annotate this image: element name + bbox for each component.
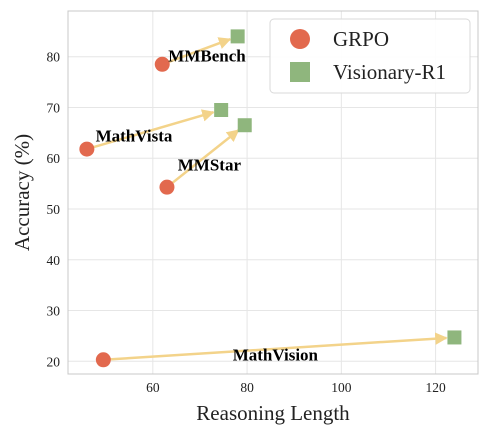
x-axis-title: Reasoning Length [196, 401, 350, 425]
label-mathvision: MathVision [233, 346, 319, 365]
y-tick-label-80: 80 [47, 50, 61, 65]
visionary-point-mathvista [214, 103, 229, 117]
x-tick-label-120: 120 [425, 380, 446, 395]
y-tick-label-30: 30 [47, 304, 61, 319]
data-markers [79, 29, 462, 368]
benchmark-labels: MMBench MathVista MMStar MathVision [96, 47, 319, 365]
x-tick-label-80: 80 [240, 380, 254, 395]
y-axis-title: Accuracy (%) [10, 134, 34, 251]
x-tick-label-60: 60 [146, 380, 160, 395]
grpo-point-mmbench [154, 56, 170, 72]
legend-marker-visionary-r1 [290, 62, 310, 82]
grpo-point-mathvision [95, 352, 111, 368]
label-mathvista: MathVista [96, 126, 173, 145]
visionary-point-mathvision [447, 330, 462, 345]
grpo-point-mathvista [79, 141, 95, 157]
y-tick-label-20: 20 [47, 354, 61, 369]
connecting-arrows [86, 37, 448, 362]
plot-frame [67, 10, 479, 375]
visionary-point-mmbench [230, 29, 245, 44]
y-tick-label-50: 50 [47, 202, 61, 217]
legend-label-visionary-r1: Visionary-R1 [333, 60, 446, 84]
grpo-point-mmstar [159, 179, 175, 195]
legend-marker-grpo [290, 29, 310, 49]
y-tick-label-40: 40 [47, 253, 61, 268]
arrow-mathvista [86, 109, 215, 151]
label-mmbench: MMBench [168, 47, 246, 66]
legend-label-grpo: GRPO [333, 27, 389, 51]
arrow-mathvision [103, 332, 448, 362]
y-tick-label-60: 60 [47, 151, 61, 166]
arrow-mmstar [166, 129, 240, 189]
x-tick-label-100: 100 [331, 380, 352, 395]
visionary-point-mmstar [237, 118, 252, 133]
label-mmstar: MMStar [178, 155, 242, 174]
axis-ticks: 60 80 100 120 20 30 40 50 60 70 80 [47, 50, 446, 395]
legend-box [269, 18, 471, 94]
legend: GRPO Visionary-R1 [269, 18, 471, 94]
arrow-mmbench [161, 37, 232, 66]
y-tick-label-70: 70 [47, 100, 61, 115]
